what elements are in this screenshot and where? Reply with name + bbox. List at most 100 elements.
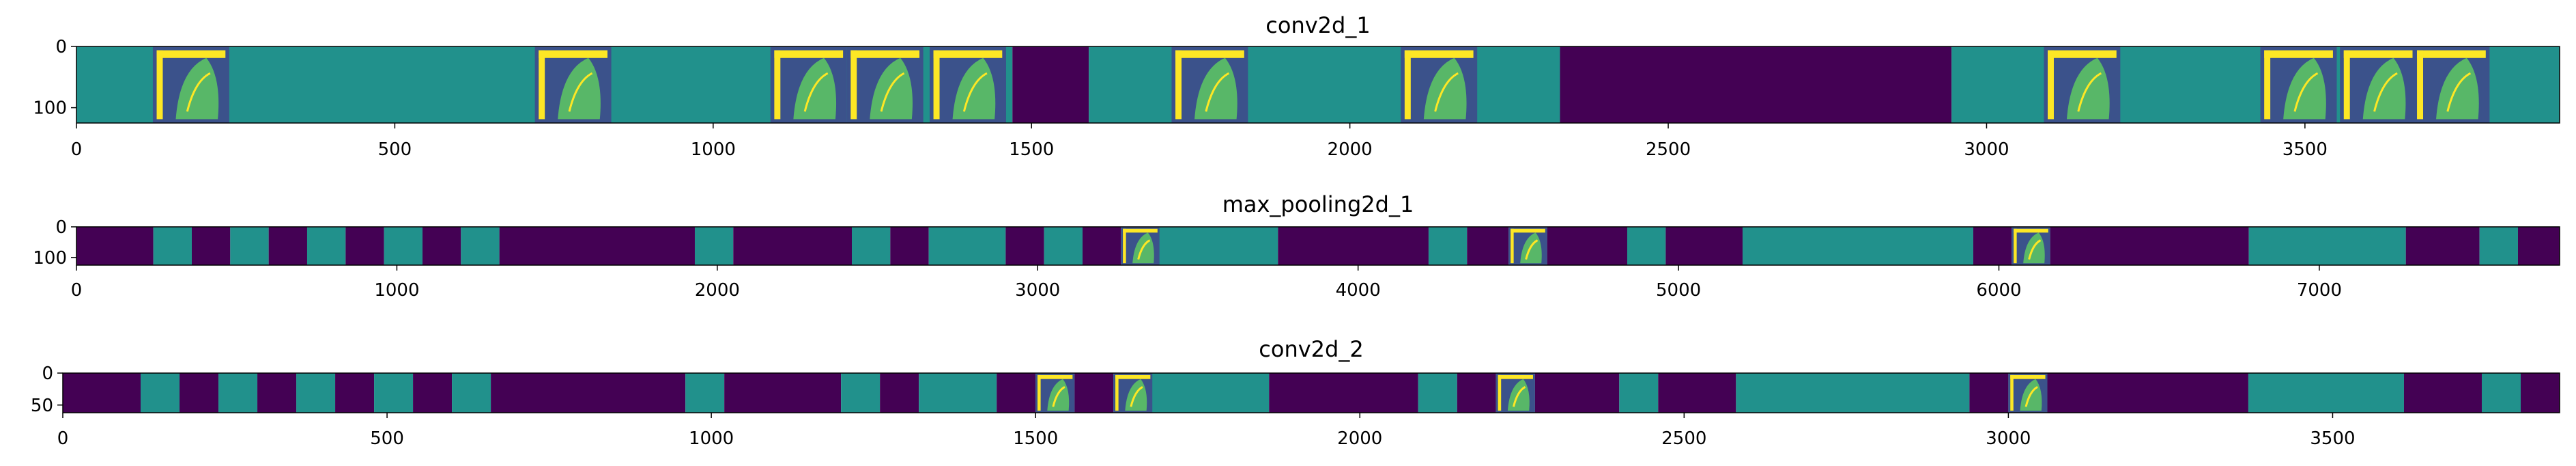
heatmap-segment <box>374 373 414 413</box>
activation-tile <box>770 46 847 123</box>
x-tick-label: 1000 <box>689 428 734 449</box>
heatmap-segment <box>1534 373 1620 413</box>
heatmap-segment <box>384 227 423 265</box>
heatmap-segment <box>928 227 1006 265</box>
x-tick-label: 1500 <box>1013 428 1058 449</box>
x-tick-label: 4000 <box>1336 280 1381 301</box>
heatmap-segment <box>2047 373 2248 413</box>
heatmap-segment <box>1005 227 1044 265</box>
heatmap-segment <box>76 227 154 265</box>
y-tick-label: 0 <box>55 217 67 238</box>
heatmap-segment <box>1269 373 1418 413</box>
heatmap-segment <box>153 227 192 265</box>
heatmap-segment <box>1658 373 1736 413</box>
heatmap-segment <box>461 227 500 265</box>
panel-title: conv2d_1 <box>1265 12 1370 38</box>
activation-tile <box>2413 46 2490 123</box>
heatmap-segment <box>1467 227 1509 265</box>
heatmap-segment <box>2520 373 2560 413</box>
x-tick-label: 5000 <box>1656 280 1701 301</box>
x-tick-label: 2000 <box>695 280 740 301</box>
heatmap-segment <box>1547 227 1627 265</box>
activation-tile <box>534 46 612 123</box>
heatmap-segment <box>890 227 929 265</box>
y-tick-label: 100 <box>33 98 67 119</box>
heatmap-segment <box>1418 373 1457 413</box>
heatmap-segment <box>1074 373 1114 413</box>
x-tick-label: 0 <box>57 428 69 449</box>
heatmap-segment <box>1089 46 1560 123</box>
heatmap-segment <box>268 227 307 265</box>
heatmap-segment <box>1736 373 1970 413</box>
heatmap-segment <box>491 373 686 413</box>
activation-tile <box>1113 373 1153 413</box>
x-tick-label: 3500 <box>2310 428 2355 449</box>
heatmap-segment <box>2403 373 2482 413</box>
y-tick-label: 100 <box>33 248 67 269</box>
heatmap-segment <box>191 227 231 265</box>
heatmap-segment <box>1619 373 1659 413</box>
heatmap-segment <box>851 227 891 265</box>
heatmap-segment <box>218 373 258 413</box>
heatmap-segment <box>2248 373 2404 413</box>
heatmap-segment <box>422 227 461 265</box>
activation-tile <box>2340 46 2417 123</box>
x-tick-label: 500 <box>370 428 404 449</box>
y-tick-label: 50 <box>31 396 53 416</box>
activation-tile <box>152 46 229 123</box>
heatmap-segment <box>296 373 336 413</box>
x-tick-label: 3000 <box>1986 428 2031 449</box>
heatmap-segment <box>2248 227 2406 265</box>
activation-tile <box>929 46 1006 123</box>
heatmap-segment <box>180 373 219 413</box>
heatmap-segment <box>2405 227 2480 265</box>
heatmap-segment <box>1278 227 1429 265</box>
activation-tile <box>1508 227 1547 265</box>
heatmap-segment <box>1012 46 1089 123</box>
heatmap-segment <box>1742 227 1973 265</box>
panel-title: max_pooling2d_1 <box>1222 191 1414 217</box>
heatmap-segment <box>1973 227 2012 265</box>
x-tick-label: 1500 <box>1009 139 1054 160</box>
axes-frame <box>76 46 2560 124</box>
heatmap-segment <box>2050 227 2249 265</box>
heatmap-segment <box>257 373 297 413</box>
y-tick-label: 0 <box>42 364 53 384</box>
heatmap-segment <box>345 227 384 265</box>
heatmap-segment <box>1969 373 2009 413</box>
heatmap-segment <box>919 373 997 413</box>
x-tick-label: 3000 <box>1015 280 1060 301</box>
activation-tile <box>1171 46 1248 123</box>
y-tick-label: 0 <box>55 37 67 57</box>
panel-max_pooling2d_1: max_pooling2d_10 1000 2000 3000 4000 5000 6000… <box>33 191 2560 301</box>
heatmap-segment <box>1457 373 1496 413</box>
x-tick-label: 3500 <box>2282 139 2328 160</box>
heatmap-segment <box>306 227 346 265</box>
heatmap-segment <box>141 373 180 413</box>
heatmap-segment <box>1665 227 1743 265</box>
heatmap-segment <box>997 373 1036 413</box>
activation-tile <box>1035 373 1075 413</box>
heatmap-segment <box>1560 46 1952 123</box>
heatmap-segment <box>880 373 919 413</box>
activation-tile <box>2012 227 2050 265</box>
heatmap-segment <box>63 373 141 413</box>
heatmap-segment <box>694 227 734 265</box>
panel-title: conv2d_2 <box>1259 336 1363 362</box>
axes-frame <box>62 372 2560 413</box>
heatmap-segment <box>1627 227 1666 265</box>
heatmap-segment <box>1082 227 1121 265</box>
heatmap-segment <box>335 373 375 413</box>
x-tick-label: 0 <box>71 139 83 160</box>
x-tick-label: 1000 <box>691 139 736 160</box>
activation-tile <box>1401 46 1478 123</box>
axes-frame <box>76 226 2560 266</box>
heatmap-segment <box>2517 227 2560 265</box>
activation-tile <box>2044 46 2121 123</box>
activation-tile <box>1121 227 1160 265</box>
x-tick-label: 2000 <box>1328 139 1373 160</box>
heatmap-segment <box>1044 227 1083 265</box>
x-tick-label: 6000 <box>1976 280 2021 301</box>
